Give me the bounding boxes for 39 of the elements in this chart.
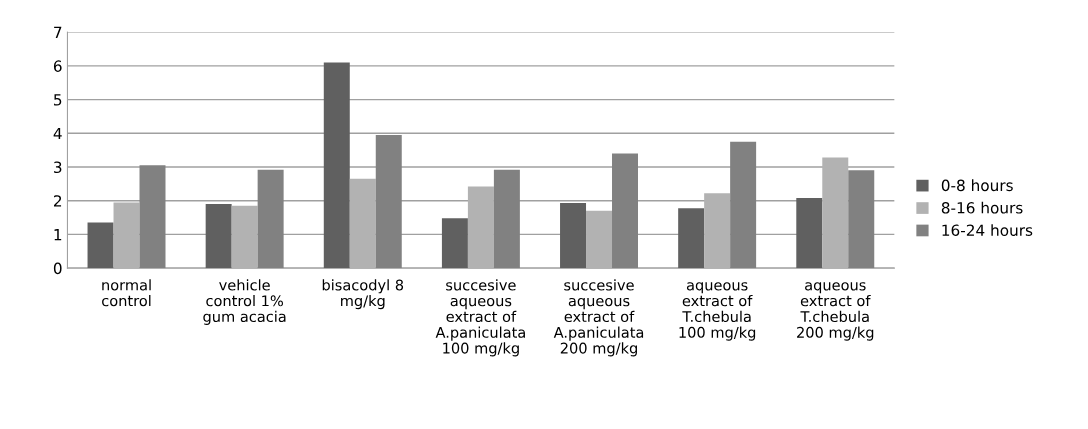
bar	[704, 193, 731, 269]
x-tick-label: succesive aqueous extract of A.paniculata 200 mg/kg	[553, 279, 644, 357]
bar	[205, 204, 232, 269]
bar	[586, 210, 613, 269]
bar	[375, 134, 402, 269]
x-tick-label: vehicle control 1% gum acacia	[203, 279, 286, 325]
y-tick-label: 0	[53, 262, 62, 275]
x-tick-label: aqueous extract of T.chebula 200 mg/kg	[797, 282, 874, 341]
bar	[822, 157, 849, 269]
y-tick-label: 6	[53, 60, 62, 72]
y-tick-label: 7	[54, 26, 62, 38]
y-tick-label: 4	[53, 127, 62, 140]
bar	[467, 186, 494, 269]
y-tick-label: 5	[54, 94, 62, 106]
bar	[87, 222, 114, 269]
legend-label: 8-16 hours	[941, 201, 1023, 214]
bar	[323, 62, 350, 269]
bar	[113, 202, 140, 269]
x-tick-label: aqueous extract of T.chebula 100 mg/kg	[679, 282, 756, 341]
legend-label: 0-8 hours	[941, 179, 1013, 192]
y-tick-label: 2	[53, 195, 62, 207]
bar	[257, 169, 284, 269]
x-tick-label: succesive aqueous extract of A.paniculata 100 mg/kg	[435, 279, 525, 357]
bar	[349, 178, 376, 269]
legend-label: 16-24 hours	[942, 224, 1033, 236]
y-tick-label: 1	[54, 229, 62, 241]
bar	[678, 208, 705, 269]
bar	[730, 141, 757, 269]
y-tick-label: 3	[54, 161, 62, 174]
x-tick-label: normal control	[102, 279, 151, 307]
bar	[848, 170, 875, 269]
x-tick-label: bisacodyl 8 mg/kg	[322, 279, 404, 310]
bar	[231, 205, 258, 269]
bar	[796, 198, 823, 269]
bar	[441, 218, 468, 269]
bar	[139, 165, 166, 269]
bar	[560, 203, 587, 269]
bar	[612, 153, 638, 269]
bar	[493, 169, 520, 269]
